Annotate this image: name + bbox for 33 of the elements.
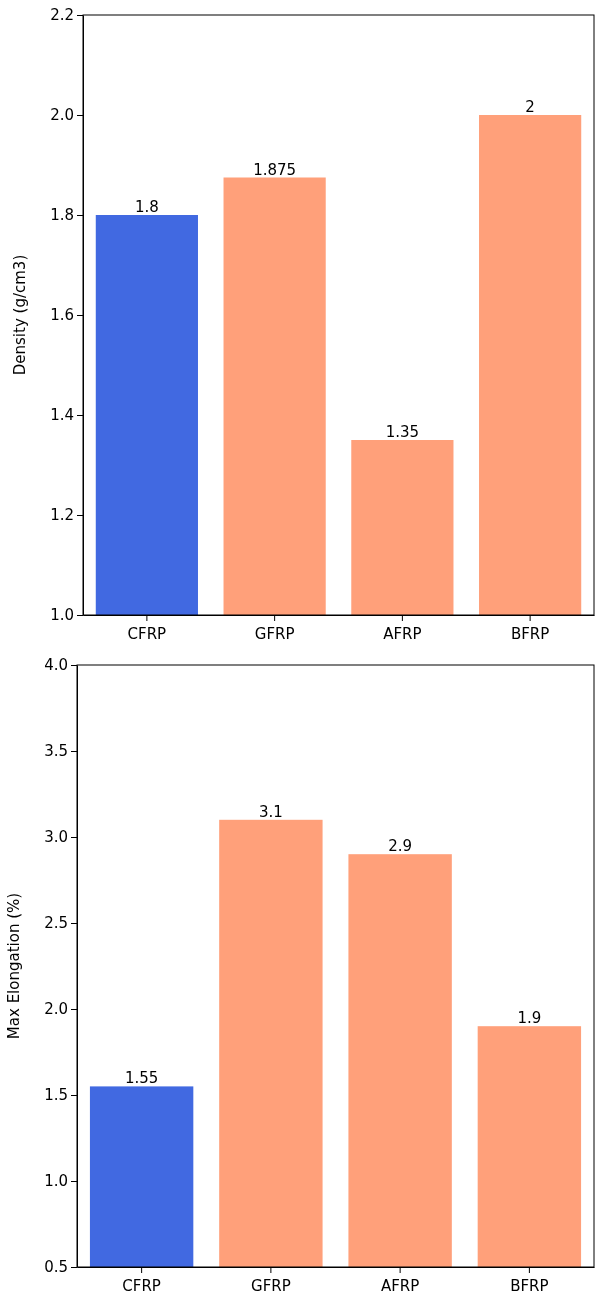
y-axis-title: Max Elongation (%) xyxy=(5,892,23,1040)
y-axis-title: Density (g/cm3) xyxy=(11,254,29,376)
y-tick-label: 1.0 xyxy=(44,1172,68,1191)
data-label: 2.9 xyxy=(388,837,413,856)
y-tick-label: 3.0 xyxy=(44,828,68,847)
data-label: 1.875 xyxy=(253,160,297,179)
y-tick-label: 2.2 xyxy=(50,6,74,25)
y-tick-label: 1.6 xyxy=(50,306,74,325)
x-tick-label: BFRP xyxy=(510,1277,549,1295)
data-label: 1.35 xyxy=(385,423,420,441)
data-label: 3.1 xyxy=(258,802,283,821)
y-tick-label: 1.2 xyxy=(50,506,74,525)
data-label: 1.9 xyxy=(517,1009,542,1028)
x-tick-label: GFRP xyxy=(251,1277,291,1295)
y-tick-label: 4.0 xyxy=(44,656,68,675)
x-tick-label: BFRP xyxy=(510,625,550,643)
y-tick-label: 3.5 xyxy=(44,742,68,761)
y-tick-label: 1.8 xyxy=(50,206,74,225)
y-tick-label: 0.5 xyxy=(44,1258,68,1277)
x-tick-label: GFRP xyxy=(254,625,295,643)
x-tick-label: CFRP xyxy=(127,625,167,643)
x-tick-label: AFRP xyxy=(383,625,422,643)
data-label: 1.55 xyxy=(124,1069,159,1088)
data-label: 2 xyxy=(525,98,535,116)
y-tick-label: 2.0 xyxy=(50,106,74,125)
x-tick-label: CFRP xyxy=(122,1277,161,1295)
x-tick-label: AFRP xyxy=(380,1277,420,1295)
y-tick-label: 1.4 xyxy=(50,406,74,425)
y-tick-label: 2.5 xyxy=(44,914,68,933)
data-label: 1.8 xyxy=(134,198,159,216)
y-tick-label: 1.5 xyxy=(44,1086,68,1105)
y-tick-label: 1.0 xyxy=(50,606,74,625)
y-tick-label: 2.0 xyxy=(44,1000,68,1019)
